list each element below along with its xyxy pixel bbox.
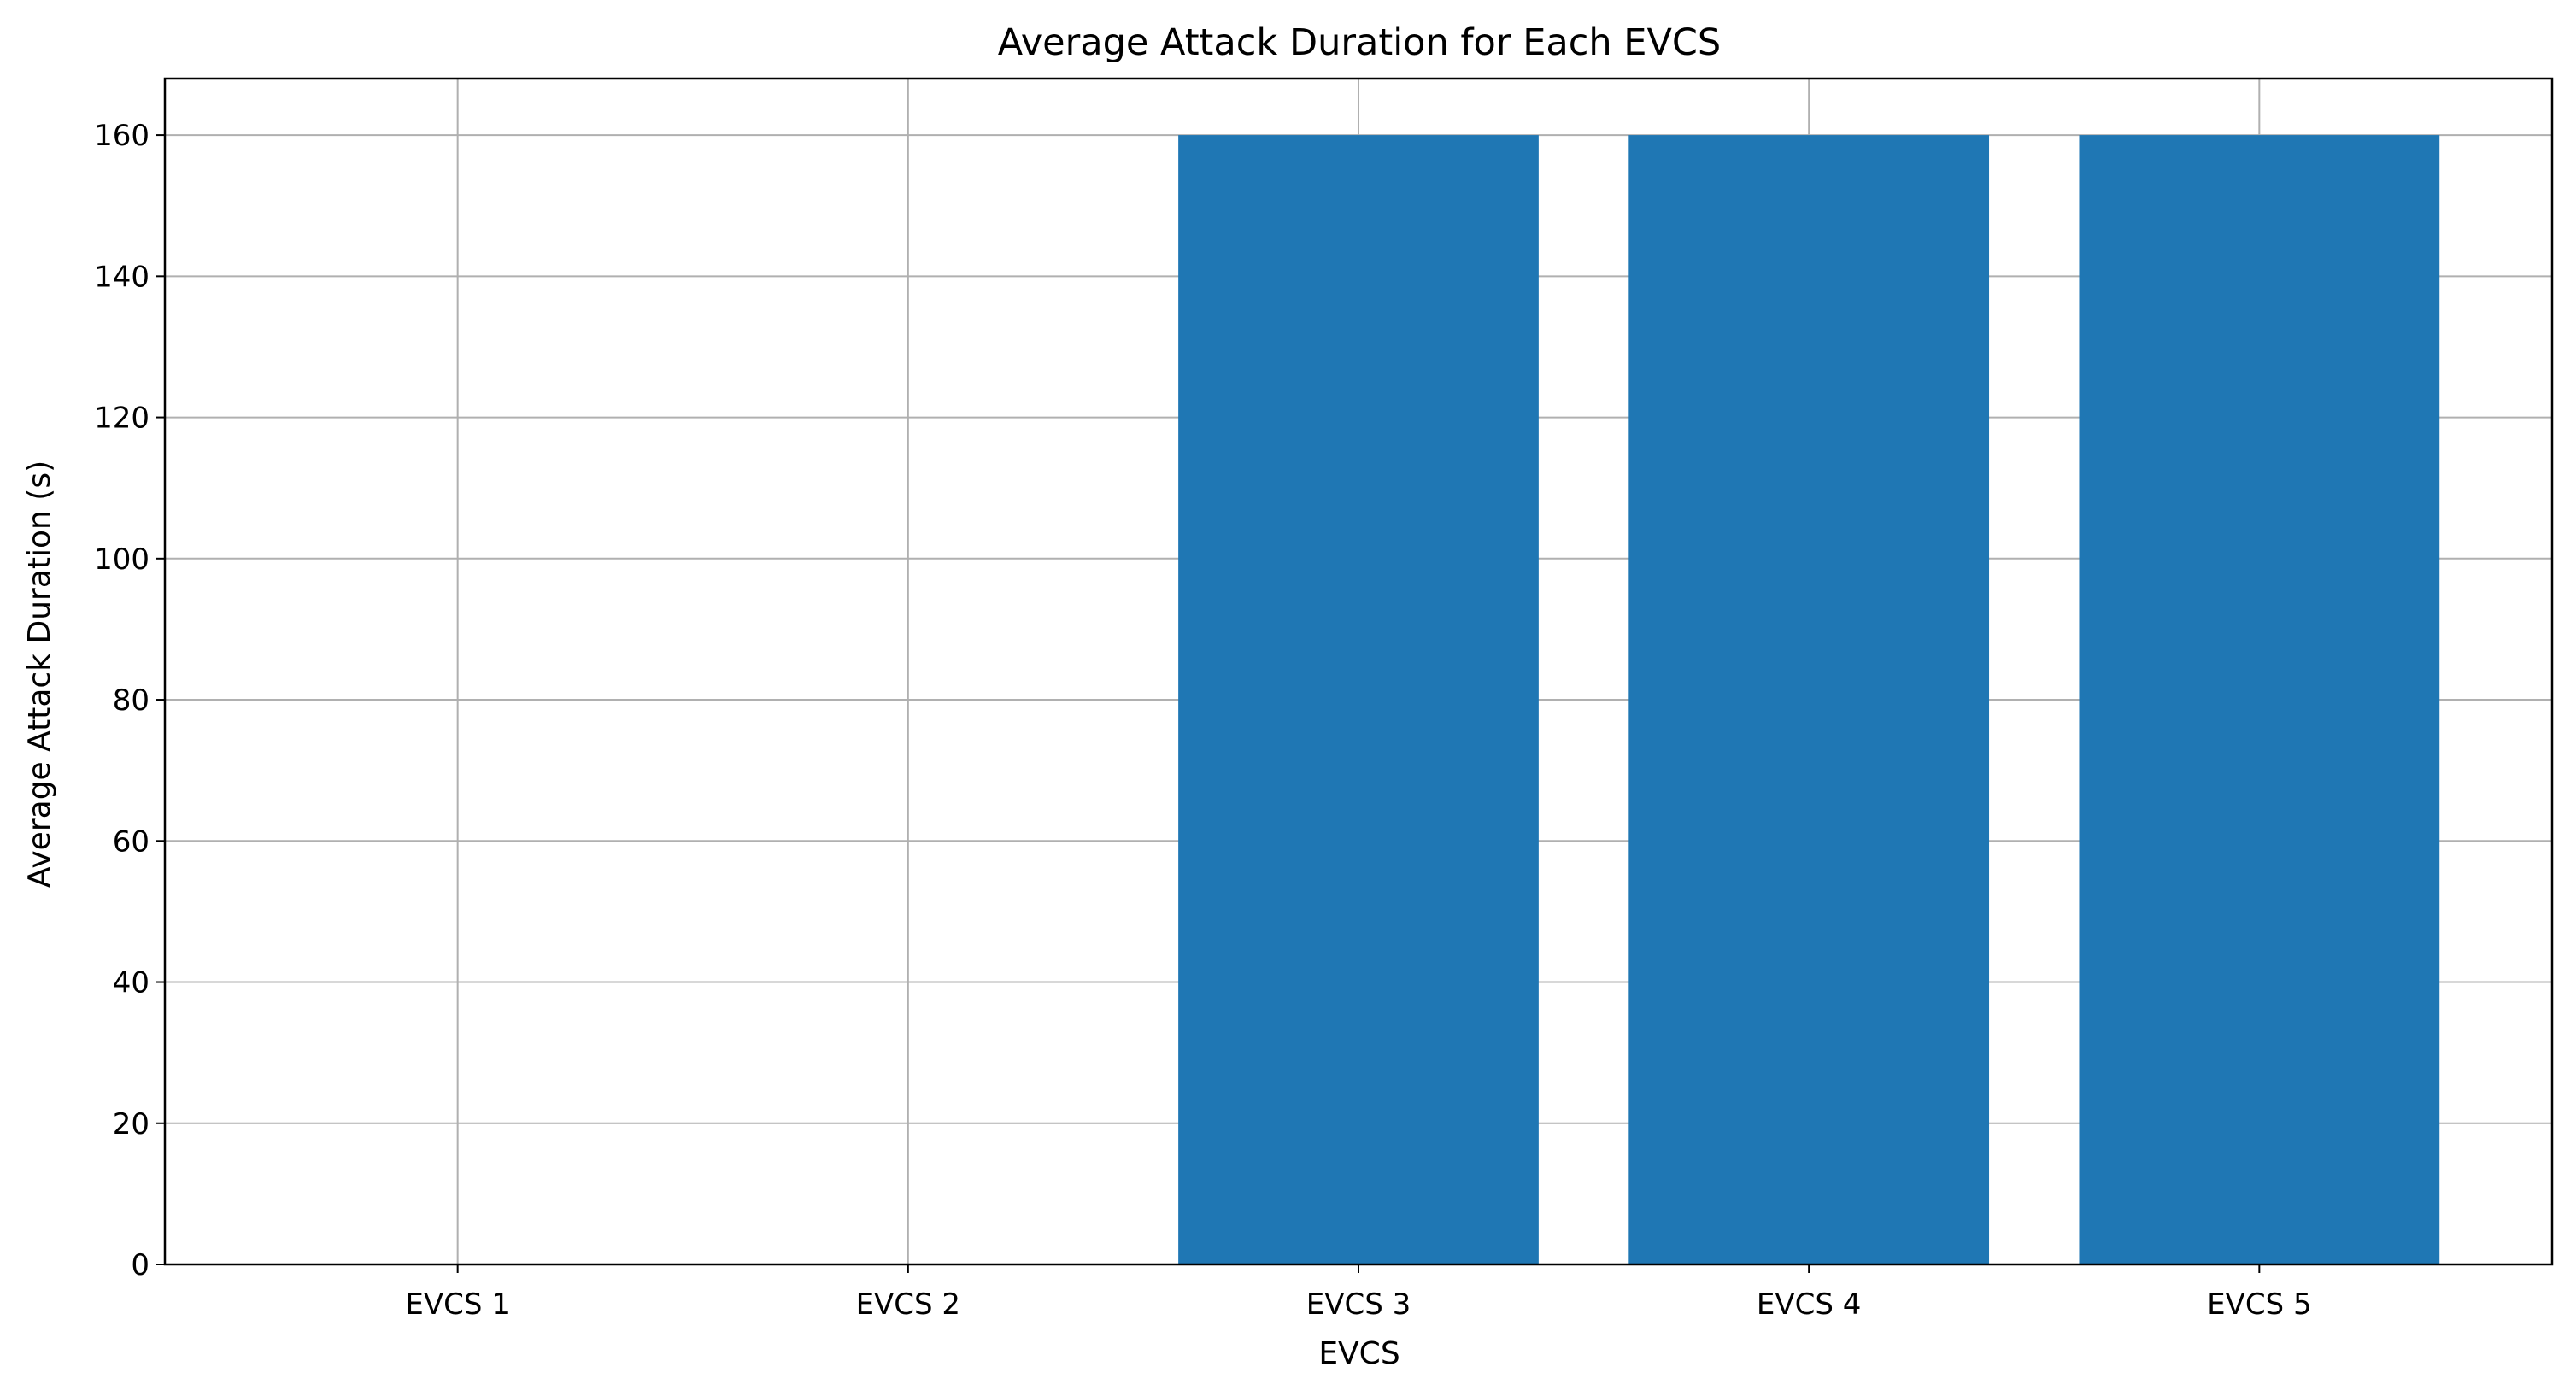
bar-evcs-5	[2079, 135, 2440, 1265]
x-tick-label: EVCS 2	[856, 1287, 961, 1322]
x-tick-label: EVCS 3	[1306, 1287, 1411, 1322]
y-tick-label: 160	[94, 119, 150, 153]
x-tick-label: EVCS 4	[1757, 1287, 1862, 1322]
y-tick-label: 140	[94, 260, 150, 294]
y-tick-label: 0	[131, 1248, 150, 1282]
y-tick-label: 20	[113, 1107, 150, 1141]
x-tick-label: EVCS 1	[405, 1287, 510, 1322]
x-tick-label: EVCS 5	[2207, 1287, 2312, 1322]
y-tick-label: 40	[113, 966, 150, 1000]
ticks: 0 20 40 60 80 100 120 140 160 EVCS 1 EVCS 2 EVCS 3 E…	[94, 119, 2312, 1322]
y-tick-label: 80	[113, 683, 150, 718]
x-axis-label: EVCS	[1318, 1336, 1399, 1371]
chart-title: Average Attack Duration for Each EVCS	[998, 21, 1721, 64]
y-axis-label: Average Attack Duration (s)	[22, 460, 57, 888]
bar-evcs-4	[1628, 135, 1990, 1265]
y-tick-label: 100	[94, 543, 150, 577]
bars	[1178, 135, 2440, 1265]
y-tick-label: 60	[113, 824, 150, 859]
y-tick-label: 120	[94, 402, 150, 436]
bar-evcs-3	[1178, 135, 1539, 1265]
